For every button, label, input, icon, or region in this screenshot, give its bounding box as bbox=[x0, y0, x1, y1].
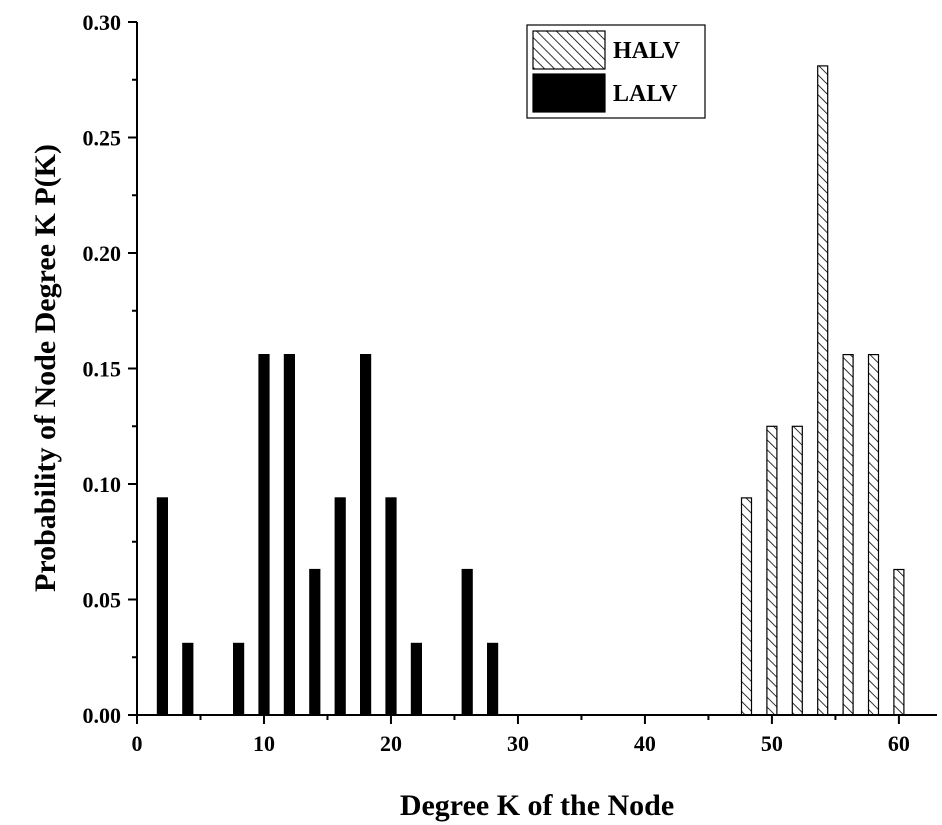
bar-halv-54 bbox=[817, 65, 829, 716]
bar-lalv-4 bbox=[182, 642, 194, 716]
legend-swatch-halv bbox=[532, 30, 606, 70]
bar-lalv-14 bbox=[309, 568, 321, 716]
legend: HALV LALV bbox=[526, 24, 706, 119]
bar-lalv-20 bbox=[385, 497, 397, 716]
bar-lalv-26 bbox=[461, 568, 473, 716]
y-tick-label: 0.20 bbox=[83, 241, 122, 266]
y-tick-label: 0.00 bbox=[83, 703, 122, 728]
bars-layer bbox=[156, 65, 905, 716]
bar-halv-48 bbox=[740, 497, 753, 716]
x-tick-label: 40 bbox=[634, 731, 656, 756]
bar-lalv-28 bbox=[487, 642, 499, 716]
bar-lalv-10 bbox=[258, 354, 270, 716]
bar-halv-56 bbox=[842, 354, 854, 716]
x-tick-label: 50 bbox=[761, 731, 783, 756]
x-tick-label: 0 bbox=[132, 731, 143, 756]
bar-lalv-22 bbox=[410, 642, 422, 716]
bar-halv-60 bbox=[893, 568, 905, 716]
x-tick-label: 10 bbox=[253, 731, 275, 756]
y-tick-label: 0.05 bbox=[83, 588, 122, 613]
bar-lalv-12 bbox=[283, 354, 295, 716]
legend-swatch-lalv bbox=[532, 73, 606, 113]
legend-label-halv: HALV bbox=[613, 38, 681, 64]
x-tick-label: 30 bbox=[507, 731, 529, 756]
ticks-layer: 0 10 20 30 40 50 60 0.00 0.05 0.10 0.15 0.20 0.25 0.3… bbox=[83, 10, 910, 756]
y-tick-label: 0.30 bbox=[83, 10, 122, 35]
y-tick-label: 0.15 bbox=[83, 357, 122, 382]
bar-lalv-2 bbox=[156, 497, 168, 716]
x-axis-title: Degree K of the Node bbox=[400, 789, 674, 822]
bar-lalv-16 bbox=[334, 497, 346, 716]
x-tick-label: 60 bbox=[888, 731, 910, 756]
bar-halv-50 bbox=[766, 425, 778, 716]
bar-lalv-18 bbox=[360, 354, 372, 716]
y-axis-title: Probability of Node Degree K P(K) bbox=[29, 144, 62, 592]
x-tick-label: 20 bbox=[380, 731, 402, 756]
bar-lalv-8 bbox=[233, 642, 245, 716]
bar-halv-52 bbox=[791, 425, 803, 716]
legend-label-lalv: LALV bbox=[613, 81, 678, 107]
bar-halv-58 bbox=[867, 354, 880, 716]
y-tick-label: 0.25 bbox=[83, 126, 122, 151]
y-tick-label: 0.10 bbox=[83, 472, 122, 497]
